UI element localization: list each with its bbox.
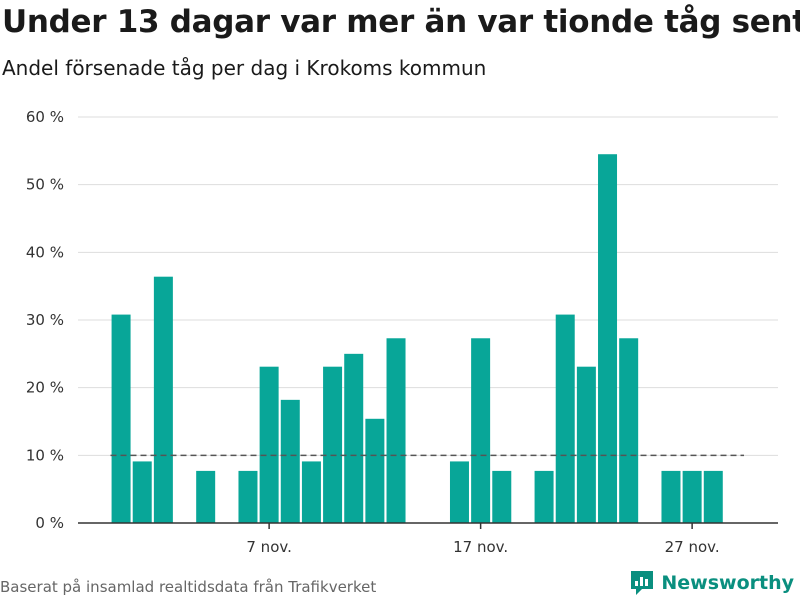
bar: [471, 338, 491, 523]
x-tick-label: 27 nov.: [665, 538, 720, 556]
bar: [344, 353, 364, 523]
bar: [703, 470, 723, 523]
brand-logo: Newsworthy: [629, 569, 794, 597]
bar: [365, 418, 385, 523]
y-tick-label: 30 %: [26, 311, 64, 329]
bar: [682, 470, 702, 523]
bar: [619, 338, 639, 523]
grid-layer: [78, 116, 778, 456]
y-axis-ticks: 0 % 10 % 20 % 30 % 40 % 50 % 60 %: [26, 108, 64, 532]
bar: [661, 470, 681, 523]
x-axis-ticks: 7 nov. 17 nov. 27 nov.: [246, 523, 720, 556]
x-tick-label: 17 nov.: [453, 538, 508, 556]
bar: [259, 366, 279, 523]
y-tick-label: 10 %: [26, 446, 64, 464]
y-tick-label: 50 %: [26, 176, 64, 194]
brand-name: Newsworthy: [661, 572, 794, 594]
bar: [598, 154, 618, 523]
y-tick-label: 40 %: [26, 243, 64, 261]
x-tick-label: 7 nov.: [246, 538, 291, 556]
bar: [576, 366, 596, 523]
bar: [196, 470, 216, 523]
bar: [132, 461, 152, 523]
source-note: Baserat på insamlad realtidsdata från Tr…: [0, 578, 377, 596]
bar: [449, 461, 469, 523]
bar: [301, 461, 321, 523]
y-tick-label: 60 %: [26, 108, 64, 126]
bar: [323, 366, 343, 523]
y-tick-label: 20 %: [26, 379, 64, 397]
bar: [111, 314, 131, 523]
bar: [555, 314, 575, 523]
chart-subtitle: Andel försenade tåg per dag i Krokoms ko…: [2, 56, 487, 80]
bars: [111, 154, 723, 523]
bar: [534, 470, 554, 523]
bar: [280, 399, 300, 523]
bar: [238, 470, 258, 523]
y-tick-label: 0 %: [35, 514, 64, 532]
bar-chart: 0 % 10 % 20 % 30 % 40 % 50 % 60 % 7 nov. 17 nov…: [26, 108, 778, 556]
newsworthy-logo-icon: [631, 571, 654, 595]
chart-title: Under 13 dagar var mer än var tionde tåg…: [2, 4, 800, 40]
bar: [386, 338, 406, 523]
bar: [492, 470, 512, 523]
bar: [153, 276, 173, 523]
